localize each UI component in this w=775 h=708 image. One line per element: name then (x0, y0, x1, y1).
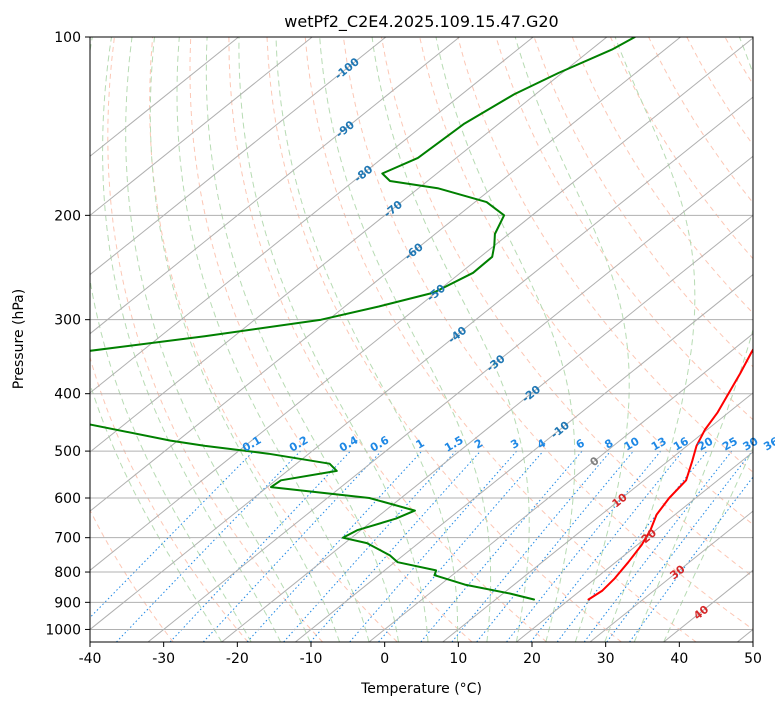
x-tick-label: 20 (523, 651, 541, 667)
isotherm (90, 37, 753, 571)
series-layer (90, 37, 753, 601)
mixing-ratio-label: 36 (761, 434, 775, 453)
dry-adiabat (228, 37, 548, 642)
dry-adiabat (90, 355, 249, 642)
y-tick-label: 1000 (45, 622, 81, 638)
x-tick-label: -30 (152, 651, 175, 667)
moist-adiabat (604, 37, 696, 642)
isotherm (147, 155, 753, 642)
y-tick-label: 100 (54, 30, 81, 46)
series-line-1 (90, 37, 636, 601)
mixing-ratio-line (169, 450, 351, 642)
isotherm (90, 37, 681, 512)
isotherm (90, 37, 387, 276)
y-tick-label: 600 (54, 491, 81, 507)
series-line-0 (587, 347, 753, 601)
x-tick-label: 0 (380, 651, 389, 667)
dry-adiabat (189, 37, 473, 642)
mixing-ratio-line (506, 450, 662, 642)
dry-adiabat (495, 37, 753, 421)
isotherm (90, 96, 753, 631)
mixing-ratio-line (202, 450, 382, 642)
moist-adiabat (275, 37, 459, 642)
moist-adiabat (205, 37, 399, 642)
mixing-ratio-line (310, 450, 481, 642)
chart-title: wetPf2_C2E4.2025.109.15.47.G20 (284, 12, 558, 32)
y-tick-label: 400 (54, 387, 81, 403)
moist-adiabat (371, 37, 530, 642)
moist-adiabat (238, 37, 429, 642)
moist-adiabat (435, 37, 576, 642)
y-tick-label: 500 (54, 444, 81, 460)
plot-frame (89, 36, 754, 643)
isotherm (368, 333, 753, 642)
x-tick-label: -10 (300, 651, 323, 667)
axis-ticks: -40 -30 -20 -10 0 10 20 30 40 50 100 200 300 400 500 60… (45, 30, 762, 667)
x-tick-label: 50 (744, 651, 762, 667)
isotherm (90, 37, 239, 157)
isotherm (90, 37, 534, 394)
dry-adiabat (342, 37, 753, 631)
x-axis-label: Temperature (°C) (360, 681, 482, 697)
y-tick-label: 700 (54, 531, 81, 547)
x-tick-label: -20 (226, 651, 249, 667)
mixing-ratio-line (583, 450, 733, 642)
y-tick-label: 300 (54, 313, 81, 329)
x-tick-label: 40 (670, 651, 688, 667)
moist-adiabat (176, 37, 370, 642)
dry-adiabat (763, 37, 775, 642)
mixing-ratio-line (420, 450, 583, 642)
dry-adiabat (266, 37, 622, 642)
mixing-ratio-line (530, 450, 684, 642)
mixing-ratio-line (90, 450, 254, 619)
isotherm (90, 37, 608, 453)
x-tick-label: -40 (79, 651, 102, 667)
isotherm (589, 510, 753, 642)
dry-adiabat (457, 37, 753, 473)
isotherm (90, 37, 313, 217)
x-tick-label: 30 (597, 651, 615, 667)
moist-adiabat (633, 37, 753, 642)
moist-adiabat (663, 446, 753, 642)
background-lines (90, 37, 775, 642)
moist-adiabat (149, 37, 341, 642)
mixing-ratio-line (606, 450, 753, 642)
dry-adiabat (533, 37, 753, 368)
mixing-ratio-line (283, 450, 457, 642)
isotherm (516, 451, 753, 642)
mixing-ratio-line (451, 450, 612, 642)
isotherm (90, 37, 460, 335)
y-tick-label: 200 (54, 208, 81, 224)
dry-adiabat (304, 37, 697, 642)
dry-adiabat (381, 37, 753, 578)
isotherm (221, 214, 753, 642)
isotherm (295, 273, 753, 642)
y-tick-label: 900 (54, 595, 81, 611)
y-tick-label: 800 (54, 565, 81, 581)
x-tick-label: 10 (449, 651, 467, 667)
y-axis-label: Pressure (hPa) (11, 289, 27, 389)
isotherm (442, 392, 753, 642)
dry-adiabat (571, 37, 753, 314)
moist-adiabat (319, 37, 492, 642)
